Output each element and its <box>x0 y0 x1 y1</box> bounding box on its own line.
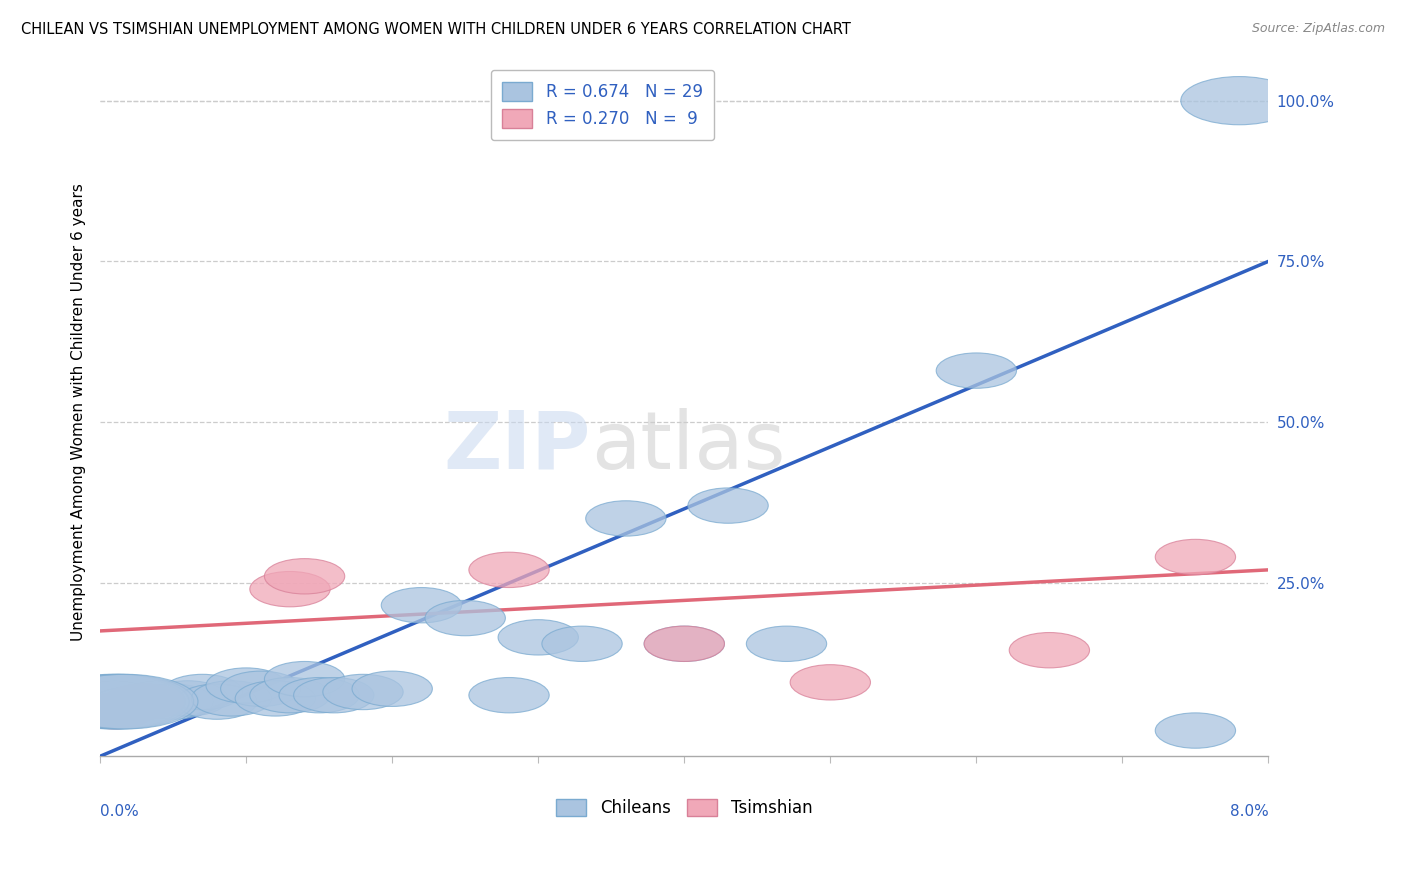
Ellipse shape <box>52 674 198 729</box>
Ellipse shape <box>118 681 198 716</box>
Text: ZIP: ZIP <box>443 408 591 486</box>
Text: CHILEAN VS TSIMSHIAN UNEMPLOYMENT AMONG WOMEN WITH CHILDREN UNDER 6 YEARS CORREL: CHILEAN VS TSIMSHIAN UNEMPLOYMENT AMONG … <box>21 22 851 37</box>
Ellipse shape <box>89 687 170 723</box>
Ellipse shape <box>250 678 330 713</box>
Ellipse shape <box>688 488 768 524</box>
Ellipse shape <box>1181 77 1298 125</box>
Ellipse shape <box>162 674 242 710</box>
Ellipse shape <box>936 353 1017 388</box>
Text: 8.0%: 8.0% <box>1230 805 1268 820</box>
Text: atlas: atlas <box>591 408 785 486</box>
Ellipse shape <box>250 572 330 607</box>
Y-axis label: Unemployment Among Women with Children Under 6 years: Unemployment Among Women with Children U… <box>72 184 86 641</box>
Ellipse shape <box>790 665 870 700</box>
Ellipse shape <box>294 678 374 713</box>
Ellipse shape <box>104 684 184 719</box>
Ellipse shape <box>1156 713 1236 748</box>
Ellipse shape <box>352 671 433 706</box>
Ellipse shape <box>177 684 257 719</box>
Ellipse shape <box>644 626 724 662</box>
Ellipse shape <box>468 678 550 713</box>
Ellipse shape <box>104 684 184 719</box>
Ellipse shape <box>425 600 505 636</box>
Ellipse shape <box>323 674 404 710</box>
Legend: Chileans, Tsimshian: Chileans, Tsimshian <box>550 792 818 823</box>
Ellipse shape <box>75 694 155 729</box>
Text: Source: ZipAtlas.com: Source: ZipAtlas.com <box>1251 22 1385 36</box>
Text: 0.0%: 0.0% <box>100 805 139 820</box>
Ellipse shape <box>207 668 287 703</box>
Ellipse shape <box>278 678 360 713</box>
Ellipse shape <box>75 681 155 716</box>
Ellipse shape <box>1010 632 1090 668</box>
Ellipse shape <box>498 620 578 655</box>
Ellipse shape <box>48 674 194 729</box>
Ellipse shape <box>747 626 827 662</box>
Ellipse shape <box>264 662 344 697</box>
Ellipse shape <box>148 681 228 716</box>
Ellipse shape <box>191 681 271 716</box>
Ellipse shape <box>586 500 666 536</box>
Ellipse shape <box>134 684 214 719</box>
Ellipse shape <box>1156 540 1236 574</box>
Ellipse shape <box>644 626 724 662</box>
Ellipse shape <box>264 558 344 594</box>
Ellipse shape <box>381 588 461 623</box>
Ellipse shape <box>44 674 190 729</box>
Ellipse shape <box>541 626 623 662</box>
Ellipse shape <box>221 671 301 706</box>
Ellipse shape <box>468 552 550 588</box>
Ellipse shape <box>39 674 184 729</box>
Ellipse shape <box>235 681 315 716</box>
